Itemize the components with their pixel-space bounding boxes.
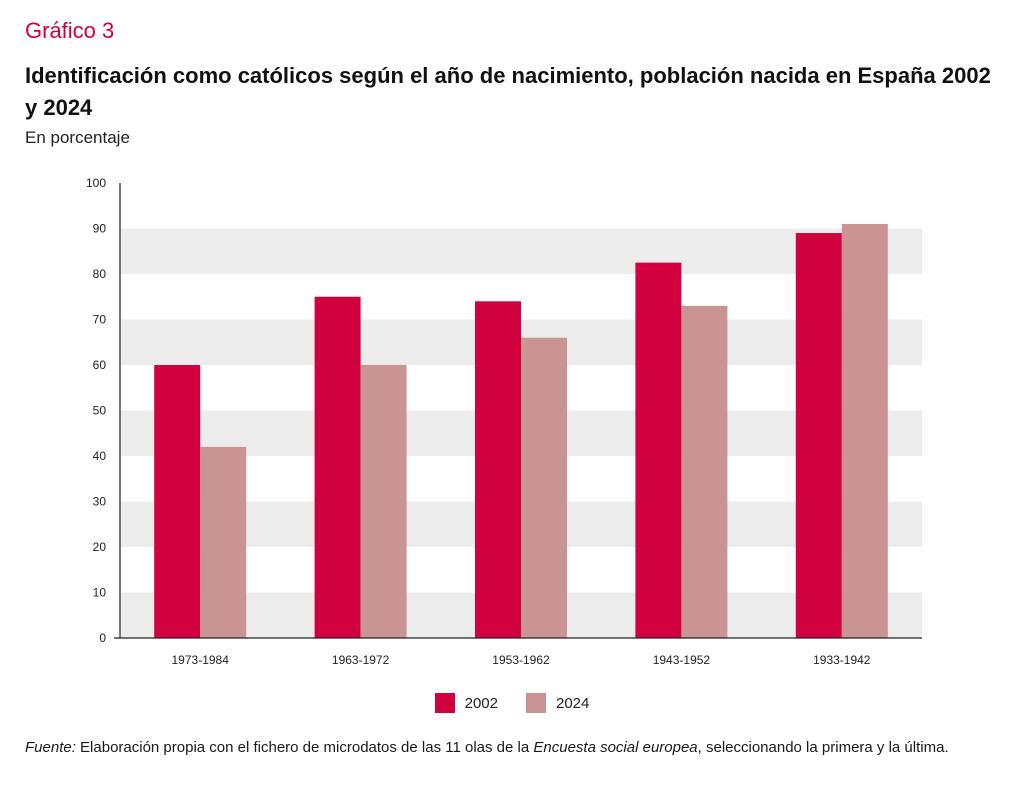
y-tick-label: 60 bbox=[93, 358, 107, 372]
y-tick-label: 80 bbox=[93, 267, 107, 281]
bar-chart: 0 10 20 30 40 50 60 70 80 90 100 1973-1984 1963-197… bbox=[86, 176, 922, 667]
y-tick-label: 30 bbox=[93, 495, 107, 509]
x-tick-label: 1963-1972 bbox=[332, 653, 390, 667]
source-label: Fuente: bbox=[25, 739, 76, 756]
chart-subtitle: En porcentaje bbox=[25, 128, 130, 147]
x-tick-label: 1933-1942 bbox=[813, 653, 871, 667]
legend-item-2024: 2024 bbox=[526, 693, 589, 713]
y-tick-label: 50 bbox=[93, 404, 107, 418]
bar-2002-1933-1942 bbox=[795, 233, 842, 639]
legend-label-2002: 2002 bbox=[464, 694, 498, 712]
chart-title: Identificación como católicos según el a… bbox=[25, 63, 991, 120]
bar-2002-1963-1972 bbox=[314, 296, 361, 638]
bar-2024-1933-1942 bbox=[841, 223, 888, 638]
source-note: Fuente: Elaboración propia con el ficher… bbox=[25, 735, 1000, 761]
axes-group bbox=[114, 183, 922, 639]
x-tick-labels: 1973-1984 1963-1972 1953-1962 1943-1952 1933… bbox=[172, 653, 871, 667]
source-text-after: , seleccionando la primera y la última. bbox=[697, 739, 949, 756]
legend-item-2002: 2002 bbox=[434, 693, 498, 713]
grid-band bbox=[120, 228, 922, 274]
y-tick-label: 90 bbox=[93, 222, 107, 236]
legend-label-2024: 2024 bbox=[556, 694, 590, 712]
bar-2024-1943-1952 bbox=[681, 305, 728, 638]
bar-2002-1943-1952 bbox=[635, 262, 682, 638]
y-tick-label: 10 bbox=[93, 586, 107, 600]
bars-group bbox=[154, 223, 888, 639]
source-text-before: Elaboración propia con el fichero de mic… bbox=[75, 739, 534, 756]
source-survey-name: Encuesta social europea bbox=[533, 739, 698, 756]
legend: 2002 2024 bbox=[0, 693, 1024, 713]
bar-2002-1953-1962 bbox=[475, 301, 521, 638]
bar-2002-1973-1984 bbox=[154, 365, 201, 638]
bar-2024-1973-1984 bbox=[200, 446, 247, 638]
legend-swatch-2002 bbox=[434, 693, 455, 713]
bar-2024-1953-1962 bbox=[521, 337, 567, 638]
y-tick-labels: 0 10 20 30 40 50 60 70 80 90 100 bbox=[86, 176, 106, 645]
legend-swatch-2024 bbox=[526, 693, 546, 713]
y-tick-label: 20 bbox=[93, 540, 107, 554]
figure-label: Gráfico 3 bbox=[25, 18, 115, 43]
x-tick-label: 1973-1984 bbox=[172, 653, 230, 667]
y-tick-label: 70 bbox=[93, 313, 107, 327]
bar-2024-1963-1972 bbox=[360, 365, 407, 638]
y-tick-label: 100 bbox=[86, 176, 106, 190]
y-tick-label: 0 bbox=[99, 631, 106, 645]
x-tick-label: 1943-1952 bbox=[653, 653, 711, 667]
x-tick-label: 1953-1962 bbox=[492, 653, 550, 667]
y-tick-label: 40 bbox=[93, 449, 107, 463]
